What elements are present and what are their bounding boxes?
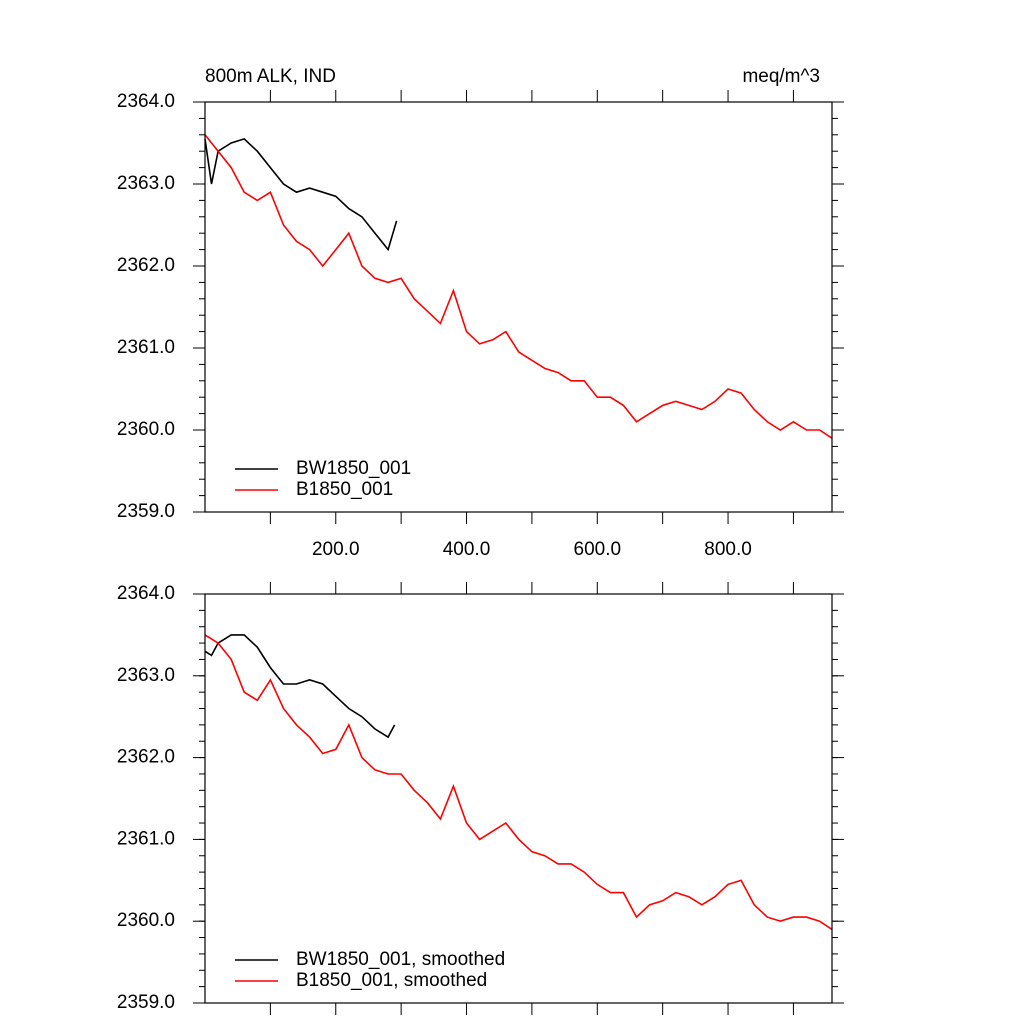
- x-tick-label: 800.0: [704, 539, 752, 560]
- y-tick-label: 2362.0: [117, 255, 175, 276]
- x-tick-label: 400.0: [443, 539, 491, 560]
- y-tick-label: 2360.0: [117, 419, 175, 440]
- chart-title: 800m ALK, IND: [205, 66, 336, 87]
- y-tick-label: 2364.0: [117, 583, 175, 604]
- legend-label: BW1850_001: [296, 458, 411, 479]
- plot-frame: [204, 593, 833, 1004]
- series-line: [204, 634, 396, 739]
- y-tick-label: 2361.0: [117, 828, 175, 849]
- y-tick-label: 2361.0: [117, 337, 175, 358]
- legend-label: B1850_001: [296, 479, 393, 500]
- y-tick-label: 2364.0: [117, 91, 175, 112]
- y-tick-label: 2360.0: [117, 910, 175, 931]
- y-tick-label: 2359.0: [117, 501, 175, 522]
- y-tick-label: 2359.0: [117, 992, 175, 1013]
- x-tick-label: 600.0: [574, 539, 622, 560]
- plot-frame: [204, 101, 833, 513]
- series-line: [204, 137, 398, 252]
- series-line: [204, 134, 833, 439]
- y-tick-label: 2363.0: [117, 665, 175, 686]
- x-tick-label: 200.0: [312, 539, 360, 560]
- units-label: meq/m^3: [742, 66, 820, 87]
- y-tick-label: 2362.0: [117, 747, 175, 768]
- y-tick-label: 2363.0: [117, 173, 175, 194]
- series-line: [204, 634, 833, 931]
- legend-label: B1850_001, smoothed: [296, 970, 487, 991]
- legend-label: BW1850_001, smoothed: [296, 949, 505, 970]
